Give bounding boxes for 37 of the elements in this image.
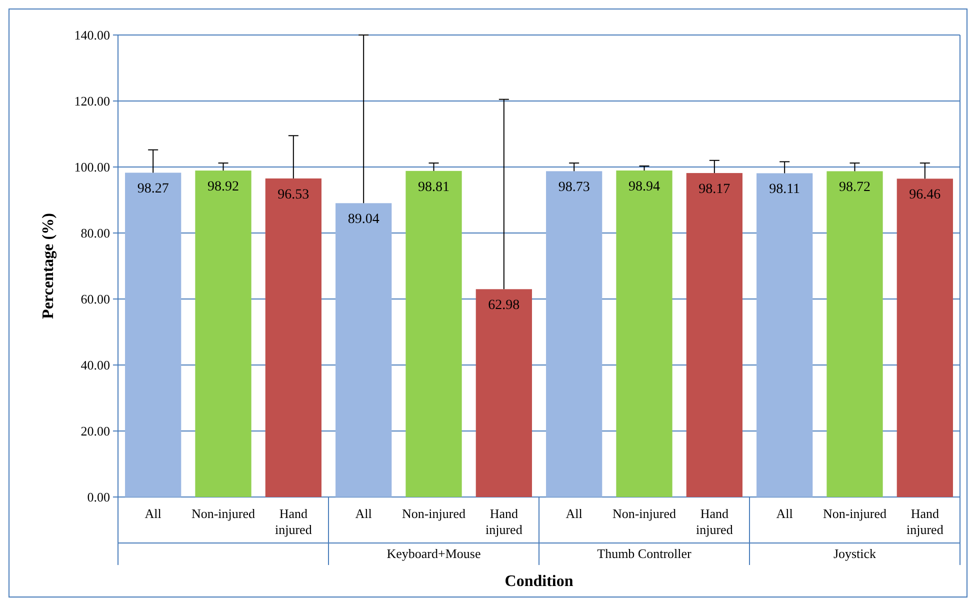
series-label: Hand injured: [275, 506, 312, 537]
text: Non-injured: [191, 506, 256, 521]
data-label: 98.17: [698, 182, 730, 198]
text: All: [566, 506, 582, 521]
series-label: All: [144, 506, 162, 521]
data-label: 98.94: [628, 180, 660, 194]
text: Hand injured: [906, 506, 944, 537]
y-tick-label: 0.00: [87, 490, 110, 505]
data-label: 98.81: [418, 180, 450, 195]
data-label: 98.27: [137, 182, 169, 197]
x-tick-label: Thumb Controller: [597, 546, 692, 561]
y-tick-label: 60.00: [80, 292, 110, 307]
text: All: [776, 506, 793, 521]
data-label: 96.53: [278, 187, 310, 202]
y-tick-label: 140.00: [74, 28, 110, 43]
y-tick-label: 40.00: [80, 358, 110, 373]
data-label: 62.98: [488, 298, 520, 314]
text: Non-injured: [402, 506, 466, 521]
y-tick-label: 100.00: [74, 160, 110, 175]
text: Non-injured: [822, 506, 887, 521]
text: Hand injured: [486, 506, 522, 537]
data-label: 89.04: [348, 212, 380, 228]
x-tick-label: Joystick: [833, 546, 877, 561]
x-tick-label: Keyboard+Mouse: [386, 546, 481, 561]
y-tick-label: 20.00: [80, 424, 110, 439]
data-label: 96.46: [909, 188, 941, 203]
x-axis-title: Condition: [504, 573, 574, 590]
y-tick-label: 80.00: [80, 226, 110, 241]
y-axis-title: Percentage (%): [40, 213, 57, 319]
text: All: [355, 506, 372, 521]
text: Hand injured: [696, 506, 733, 537]
series-label: Non-injured: [612, 506, 677, 521]
data-label: 98.72: [839, 180, 870, 196]
data-label: 98.11: [769, 182, 800, 198]
y-tick-label: 120.00: [74, 94, 110, 109]
data-label: 98.73: [558, 180, 590, 196]
data-label: 98.92: [208, 180, 239, 195]
